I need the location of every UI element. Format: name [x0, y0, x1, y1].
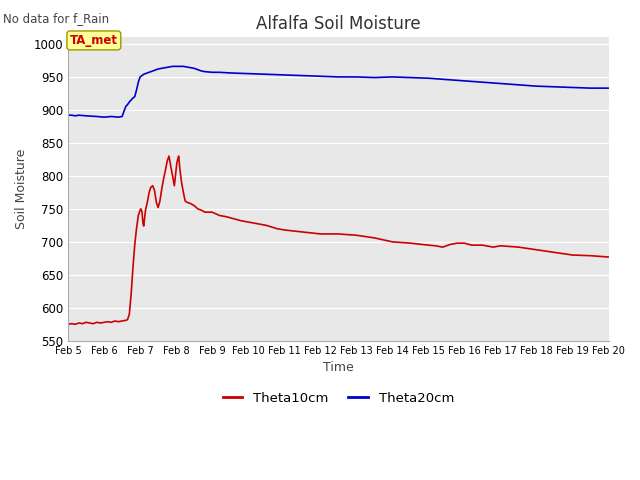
X-axis label: Time: Time — [323, 361, 354, 374]
Y-axis label: Soil Moisture: Soil Moisture — [15, 149, 28, 229]
Text: TA_met: TA_met — [70, 34, 118, 47]
Title: Alfalfa Soil Moisture: Alfalfa Soil Moisture — [256, 15, 420, 33]
Text: No data for f_Rain: No data for f_Rain — [3, 12, 109, 25]
Legend: Theta10cm, Theta20cm: Theta10cm, Theta20cm — [218, 386, 459, 410]
